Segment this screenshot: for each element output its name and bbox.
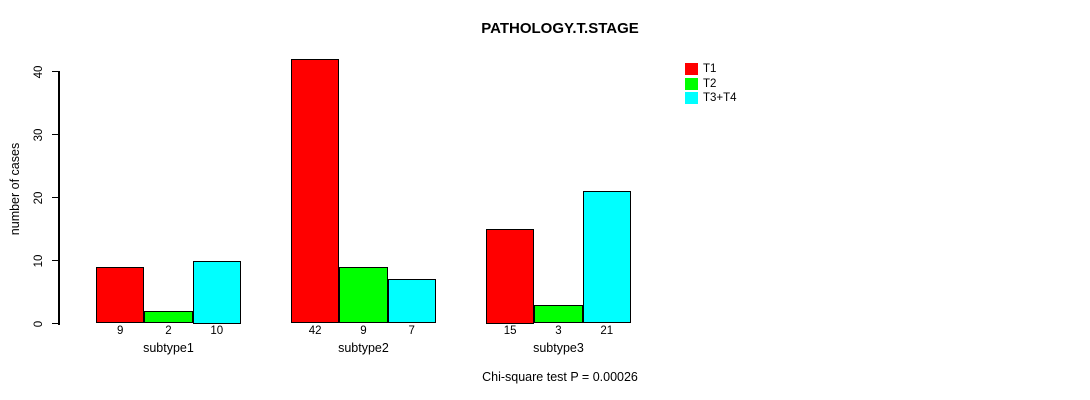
legend-item-T3+T4: T3+T4 — [685, 91, 737, 105]
legend-label: T1 — [703, 63, 717, 76]
bar-T2-subtype3 — [534, 304, 583, 324]
y-tick-label: 30 — [33, 128, 45, 141]
legend-swatch-icon — [685, 63, 698, 76]
bar-T2-subtype2 — [339, 266, 388, 324]
bar-value-label: 42 — [308, 325, 322, 337]
bar-value-label: 7 — [408, 325, 415, 337]
legend-item-T2: T2 — [685, 76, 737, 90]
bar-T3+T4-subtype1 — [192, 260, 241, 324]
bar-value-label: 3 — [555, 325, 562, 337]
bar-value-label: 21 — [600, 325, 614, 337]
y-tick-label: 0 — [33, 320, 45, 327]
bar-value-label: 10 — [210, 325, 224, 337]
legend-label: T2 — [703, 77, 717, 90]
y-tick-mark — [52, 259, 59, 262]
y-tick-label: 10 — [33, 254, 45, 267]
bar-value-label: 9 — [360, 325, 367, 337]
x-category-label-subtype3: subtype3 — [533, 341, 584, 355]
bar-T3+T4-subtype2 — [387, 279, 436, 324]
bar-T3+T4-subtype3 — [582, 191, 631, 324]
y-tick-mark — [52, 70, 59, 73]
y-tick-mark — [52, 133, 59, 136]
legend-label: T3+T4 — [703, 91, 737, 104]
chart-title: PATHOLOGY.T.STAGE — [481, 20, 639, 37]
legend-swatch-icon — [685, 77, 698, 90]
legend-item-T1: T1 — [685, 62, 737, 76]
x-category-label-subtype1: subtype1 — [143, 341, 194, 355]
y-tick-mark — [52, 196, 59, 199]
y-tick-label: 20 — [33, 191, 45, 204]
bar-T1-subtype1 — [96, 266, 145, 324]
y-tick-mark — [52, 322, 59, 325]
bar-T1-subtype2 — [291, 58, 340, 324]
legend-swatch-icon — [685, 91, 698, 104]
x-category-label-subtype2: subtype2 — [338, 341, 389, 355]
bar-T2-subtype1 — [144, 310, 193, 324]
bar-value-label: 15 — [503, 325, 517, 337]
legend: T1 T2 T3+T4 — [685, 62, 737, 105]
bar-T1-subtype3 — [486, 229, 535, 324]
y-axis-label: number of cases — [8, 142, 22, 236]
chi-square-annotation: Chi-square test P = 0.00026 — [482, 370, 638, 384]
bar-value-label: 9 — [116, 325, 124, 337]
y-tick-label: 40 — [33, 65, 45, 78]
bar-value-label: 2 — [165, 325, 172, 337]
